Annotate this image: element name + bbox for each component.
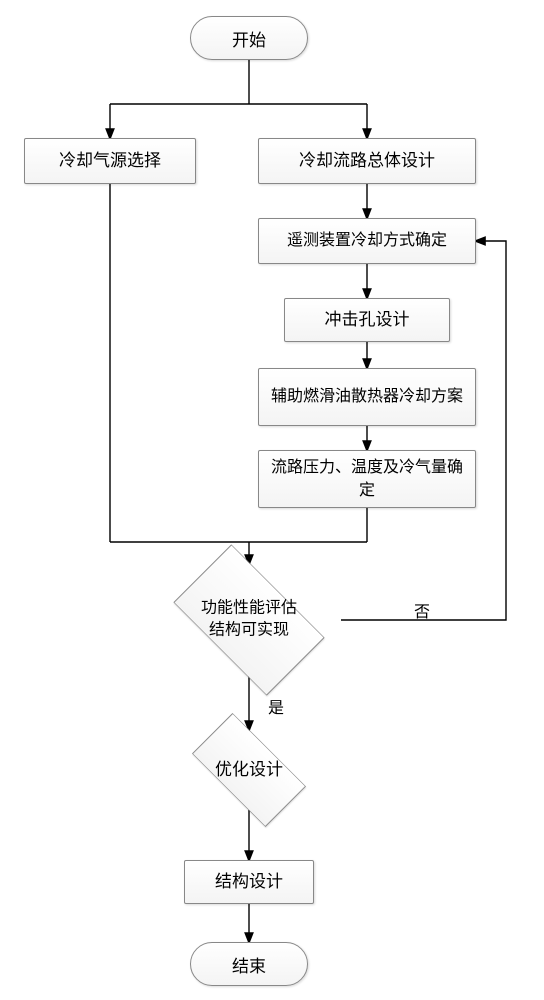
process-impact-hole: 冲击孔设计: [284, 298, 450, 342]
n3-label: 遥测装置冷却方式确定: [287, 229, 447, 252]
label-no: 否: [414, 598, 430, 622]
label-yes: 是: [268, 694, 284, 718]
process-structure-design: 结构设计: [184, 860, 314, 904]
n6-label: 流路压力、温度及冷气量确定: [269, 456, 465, 502]
start-node: 开始: [190, 16, 308, 60]
n5-label: 辅助燃滑油散热器冷却方案: [271, 385, 463, 408]
start-label: 开始: [232, 26, 266, 51]
n2-label: 冷却流路总体设计: [299, 149, 435, 174]
process-flow-design: 冷却流路总体设计: [258, 138, 476, 184]
n1-label: 冷却气源选择: [59, 149, 161, 174]
d2-label: 优化设计: [189, 758, 309, 782]
process-telemetry-cooling: 遥测装置冷却方式确定: [258, 218, 476, 264]
end-node: 结束: [190, 942, 308, 986]
process-flow-params: 流路压力、温度及冷气量确定: [258, 450, 476, 508]
end-label: 结束: [232, 952, 266, 977]
n7-label: 结构设计: [215, 870, 283, 895]
process-cooling-source: 冷却气源选择: [24, 138, 196, 184]
process-aux-radiator: 辅助燃滑油散热器冷却方案: [258, 368, 476, 426]
d1-label: 功能性能评估 结构可实现: [169, 598, 329, 643]
n4-label: 冲击孔设计: [325, 308, 410, 333]
